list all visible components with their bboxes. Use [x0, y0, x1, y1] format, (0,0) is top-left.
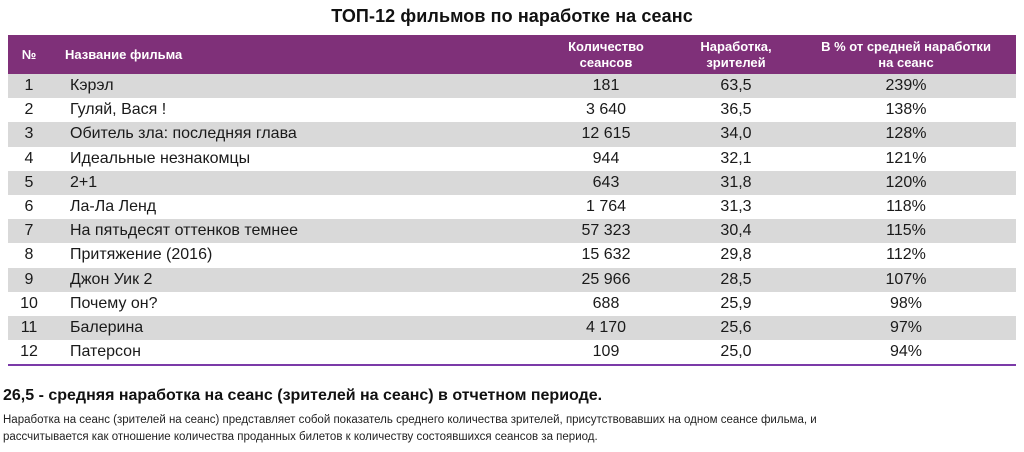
cell-sessions: 25 966: [581, 270, 631, 288]
cell-avg: 30,4: [720, 222, 752, 240]
table-row: 3 Обитель зла: последняя глава 12 615 34,0 1…: [8, 122, 1016, 147]
header-avg: Наработка, зрителей: [676, 35, 796, 74]
cell-avg: 25,0: [720, 343, 752, 361]
header-name: Название фильма: [65, 46, 183, 62]
header-pct-line1: В % от средней наработки: [821, 38, 991, 54]
table-row: 7 На пятьдесят оттенков темнее 57 323 30,4 1…: [8, 219, 1016, 244]
cell-num: 11: [20, 318, 38, 336]
cell-num: 10: [20, 294, 38, 312]
header-sessions-line2: сеансов: [579, 54, 633, 70]
cell-pct: 97%: [889, 318, 923, 336]
cell-avg: 36,5: [720, 101, 752, 119]
header-avg-line1: Наработка,: [700, 38, 772, 54]
table-body: 1 Кэрэл 181 63,5 239% 2 Гуляй, Вася ! 3 640 36,5…: [8, 74, 1016, 364]
cell-name: Обитель зла: последняя глава: [70, 125, 297, 143]
cell-num: 12: [20, 343, 38, 361]
cell-num: 8: [24, 246, 34, 264]
cell-sessions: 57 323: [581, 222, 631, 240]
cell-sessions: 12 615: [581, 125, 631, 143]
cell-pct: 115%: [886, 222, 926, 240]
cell-name: Идеальные незнакомцы: [70, 149, 251, 167]
cell-num: 7: [24, 222, 34, 240]
cell-name: Гуляй, Вася !: [70, 101, 167, 119]
cell-pct: 138%: [885, 101, 927, 119]
cell-avg: 31,8: [720, 173, 752, 191]
table-row: 12 Патерсон 109 25,0 94%: [8, 340, 1016, 364]
cell-num: 6: [24, 198, 34, 216]
cell-pct: 128%: [885, 125, 927, 143]
cell-num: 5: [24, 173, 34, 191]
header-pct: В % от средней наработки на сеанс: [796, 35, 1016, 74]
cell-pct: 121%: [885, 149, 927, 167]
cell-pct: 112%: [886, 246, 926, 264]
cell-avg: 63,5: [720, 77, 752, 95]
cell-avg: 28,5: [720, 270, 752, 288]
table-row: 4 Идеальные незнакомцы 944 32,1 121%: [8, 147, 1016, 171]
cell-avg: 25,9: [720, 294, 752, 312]
cell-num: 3: [24, 125, 34, 143]
cell-name: Притяжение (2016): [70, 246, 213, 264]
cell-name: Джон Уик 2: [70, 270, 153, 288]
summary-text: 26,5 - средняя наработка на сеанс (зрите…: [3, 387, 603, 404]
table-row: 1 Кэрэл 181 63,5 239%: [8, 74, 1016, 99]
cell-pct: 239%: [885, 77, 927, 95]
table-row: 11 Балерина 4 170 25,6 97%: [8, 315, 1016, 341]
cell-sessions: 944: [592, 149, 620, 167]
cell-num: 9: [24, 270, 34, 288]
cell-avg: 32,1: [720, 149, 752, 167]
cell-name: 2+1: [70, 173, 98, 191]
table-row: 5 2+1 643 31,8 120%: [8, 170, 1016, 195]
table-bottom-rule: [8, 364, 1016, 367]
cell-pct: 98%: [889, 294, 923, 312]
header-pct-line2: на сеанс: [878, 54, 934, 70]
cell-avg: 31,3: [720, 198, 752, 216]
table-row: 9 Джон Уик 2 25 966 28,5 107%: [8, 267, 1016, 292]
cell-sessions: 1 764: [585, 198, 627, 216]
header-avg-line2: зрителей: [706, 54, 766, 70]
cell-sessions: 643: [592, 173, 620, 191]
header-num: №: [21, 46, 37, 62]
cell-avg: 25,6: [720, 318, 752, 336]
definition-line-2: рассчитывается как отношение количества …: [3, 431, 598, 443]
cell-pct: 94%: [889, 343, 923, 361]
cell-num: 2: [24, 101, 34, 119]
header-sessions: Количество сеансов: [536, 35, 676, 74]
page-title: ТОП-12 фильмов по наработке на сеанс: [331, 6, 693, 26]
cell-avg: 29,8: [720, 246, 752, 264]
cell-pct: 120%: [885, 173, 927, 191]
cell-num: 4: [24, 149, 34, 167]
cell-sessions: 3 640: [585, 101, 627, 119]
cell-sessions: 181: [592, 77, 620, 95]
films-table: № Название фильма Количество сеансов Нара…: [8, 35, 1016, 367]
cell-pct: 118%: [886, 198, 926, 216]
table-row: 2 Гуляй, Вася ! 3 640 36,5 138%: [8, 98, 1016, 122]
cell-name: Балерина: [70, 318, 144, 336]
cell-num: 1: [24, 77, 34, 95]
cell-name: Ла-Ла Ленд: [70, 198, 157, 216]
cell-name: Почему он?: [70, 294, 158, 312]
cell-avg: 34,0: [720, 125, 752, 143]
cell-sessions: 4 170: [585, 318, 627, 336]
definition-line-1: Наработка на сеанс (зрителей на сеанс) п…: [3, 414, 817, 426]
definition-text: Наработка на сеанс (зрителей на сеанс) п…: [3, 412, 1013, 446]
table-row: 8 Притяжение (2016) 15 632 29,8 112%: [8, 243, 1016, 267]
cell-sessions: 15 632: [581, 246, 631, 264]
table-row: 6 Ла-Ла Ленд 1 764 31,3 118%: [8, 195, 1016, 219]
cell-name: На пятьдесят оттенков темнее: [70, 222, 299, 240]
cell-sessions: 688: [592, 294, 620, 312]
cell-name: Кэрэл: [70, 77, 114, 95]
table-row: 10 Почему он? 688 25,9 98%: [8, 292, 1016, 316]
cell-pct: 107%: [885, 270, 927, 288]
table-header: № Название фильма Количество сеансов Нара…: [8, 35, 1016, 74]
header-sessions-line1: Количество: [568, 38, 644, 54]
cell-sessions: 109: [592, 343, 620, 361]
cell-name: Патерсон: [70, 343, 141, 361]
